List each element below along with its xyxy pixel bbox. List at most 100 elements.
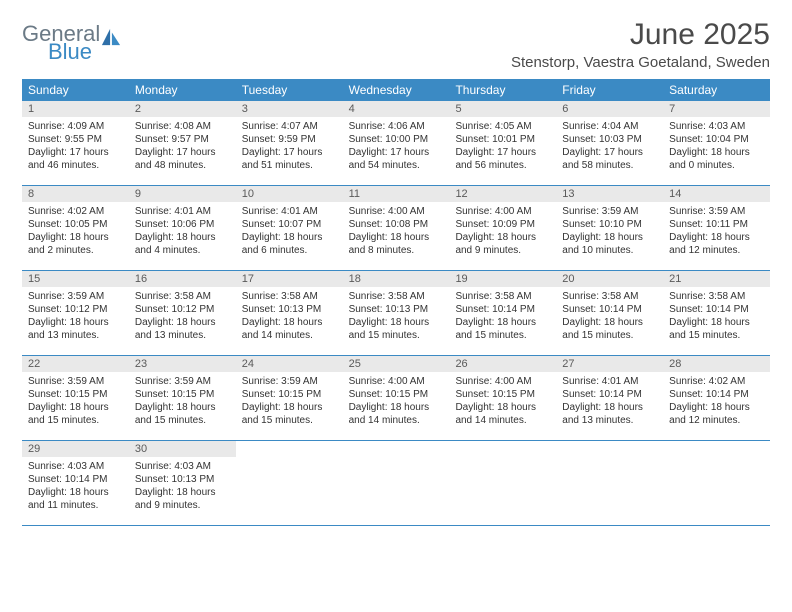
sunrise-text: Sunrise: 4:03 AM <box>28 460 123 473</box>
calendar-cell: 20Sunrise: 3:58 AMSunset: 10:14 PMDaylig… <box>556 271 663 355</box>
daylight-text: Daylight: 18 hours and 12 minutes. <box>669 231 764 257</box>
weekday-header: Thursday <box>449 79 556 101</box>
daylight-text: Daylight: 18 hours and 12 minutes. <box>669 401 764 427</box>
calendar-cell: 17Sunrise: 3:58 AMSunset: 10:13 PMDaylig… <box>236 271 343 355</box>
calendar-cell: 11Sunrise: 4:00 AMSunset: 10:08 PMDaylig… <box>343 186 450 270</box>
day-details: Sunrise: 4:01 AMSunset: 10:06 PMDaylight… <box>129 202 236 263</box>
daylight-text: Daylight: 17 hours and 58 minutes. <box>562 146 657 172</box>
day-details: Sunrise: 4:05 AMSunset: 10:01 PMDaylight… <box>449 117 556 178</box>
sunrise-text: Sunrise: 4:06 AM <box>349 120 444 133</box>
day-details: Sunrise: 4:00 AMSunset: 10:15 PMDaylight… <box>449 372 556 433</box>
day-number: 12 <box>449 186 556 202</box>
day-number: 19 <box>449 271 556 287</box>
calendar-cell: 3Sunrise: 4:07 AMSunset: 9:59 PMDaylight… <box>236 101 343 185</box>
calendar-cell: 13Sunrise: 3:59 AMSunset: 10:10 PMDaylig… <box>556 186 663 270</box>
daylight-text: Daylight: 18 hours and 15 minutes. <box>669 316 764 342</box>
logo-word-blue: Blue <box>48 42 100 62</box>
day-details: Sunrise: 4:08 AMSunset: 9:57 PMDaylight:… <box>129 117 236 178</box>
daylight-text: Daylight: 18 hours and 13 minutes. <box>135 316 230 342</box>
day-details: Sunrise: 3:59 AMSunset: 10:15 PMDaylight… <box>22 372 129 433</box>
sunset-text: Sunset: 10:14 PM <box>669 303 764 316</box>
sunset-text: Sunset: 10:15 PM <box>455 388 550 401</box>
day-number: 1 <box>22 101 129 117</box>
sunrise-text: Sunrise: 4:00 AM <box>349 375 444 388</box>
daylight-text: Daylight: 17 hours and 51 minutes. <box>242 146 337 172</box>
day-details: Sunrise: 4:03 AMSunset: 10:14 PMDaylight… <box>22 457 129 518</box>
sunrise-text: Sunrise: 4:03 AM <box>135 460 230 473</box>
day-details: Sunrise: 4:07 AMSunset: 9:59 PMDaylight:… <box>236 117 343 178</box>
sunset-text: Sunset: 10:01 PM <box>455 133 550 146</box>
calendar-cell: 27Sunrise: 4:01 AMSunset: 10:14 PMDaylig… <box>556 356 663 440</box>
day-details: Sunrise: 3:58 AMSunset: 10:14 PMDaylight… <box>663 287 770 348</box>
sunrise-text: Sunrise: 3:59 AM <box>135 375 230 388</box>
day-number: 30 <box>129 441 236 457</box>
sunset-text: Sunset: 10:14 PM <box>562 388 657 401</box>
calendar-cell <box>236 441 343 525</box>
day-number: 8 <box>22 186 129 202</box>
sunrise-text: Sunrise: 4:08 AM <box>135 120 230 133</box>
weekday-header: Saturday <box>663 79 770 101</box>
sunset-text: Sunset: 9:59 PM <box>242 133 337 146</box>
daylight-text: Daylight: 18 hours and 15 minutes. <box>28 401 123 427</box>
calendar-cell: 28Sunrise: 4:02 AMSunset: 10:14 PMDaylig… <box>663 356 770 440</box>
day-number: 10 <box>236 186 343 202</box>
sunset-text: Sunset: 10:09 PM <box>455 218 550 231</box>
calendar-cell <box>663 441 770 525</box>
weekday-header: Friday <box>556 79 663 101</box>
sunrise-text: Sunrise: 3:59 AM <box>562 205 657 218</box>
sunset-text: Sunset: 10:12 PM <box>135 303 230 316</box>
sunrise-text: Sunrise: 4:00 AM <box>349 205 444 218</box>
day-details: Sunrise: 3:59 AMSunset: 10:10 PMDaylight… <box>556 202 663 263</box>
day-number: 17 <box>236 271 343 287</box>
daylight-text: Daylight: 18 hours and 15 minutes. <box>455 316 550 342</box>
daylight-text: Daylight: 18 hours and 15 minutes. <box>562 316 657 342</box>
weekday-header: Tuesday <box>236 79 343 101</box>
daylight-text: Daylight: 18 hours and 13 minutes. <box>562 401 657 427</box>
daylight-text: Daylight: 18 hours and 14 minutes. <box>455 401 550 427</box>
calendar-cell: 18Sunrise: 3:58 AMSunset: 10:13 PMDaylig… <box>343 271 450 355</box>
calendar-cell: 23Sunrise: 3:59 AMSunset: 10:15 PMDaylig… <box>129 356 236 440</box>
calendar-cell: 1Sunrise: 4:09 AMSunset: 9:55 PMDaylight… <box>22 101 129 185</box>
sunset-text: Sunset: 10:10 PM <box>562 218 657 231</box>
day-number: 20 <box>556 271 663 287</box>
sunrise-text: Sunrise: 4:01 AM <box>242 205 337 218</box>
weekday-header-row: Sunday Monday Tuesday Wednesday Thursday… <box>22 79 770 101</box>
calendar-cell: 25Sunrise: 4:00 AMSunset: 10:15 PMDaylig… <box>343 356 450 440</box>
day-details: Sunrise: 3:58 AMSunset: 10:13 PMDaylight… <box>343 287 450 348</box>
calendar-cell: 15Sunrise: 3:59 AMSunset: 10:12 PMDaylig… <box>22 271 129 355</box>
day-details: Sunrise: 4:00 AMSunset: 10:08 PMDaylight… <box>343 202 450 263</box>
sunrise-text: Sunrise: 3:58 AM <box>669 290 764 303</box>
daylight-text: Daylight: 17 hours and 46 minutes. <box>28 146 123 172</box>
calendar-page: General Blue June 2025 Stenstorp, Vaestr… <box>0 0 792 544</box>
weekday-header: Sunday <box>22 79 129 101</box>
calendar-cell: 14Sunrise: 3:59 AMSunset: 10:11 PMDaylig… <box>663 186 770 270</box>
day-number: 6 <box>556 101 663 117</box>
sunset-text: Sunset: 10:14 PM <box>28 473 123 486</box>
daylight-text: Daylight: 18 hours and 8 minutes. <box>349 231 444 257</box>
daylight-text: Daylight: 18 hours and 13 minutes. <box>28 316 123 342</box>
sunrise-text: Sunrise: 3:58 AM <box>455 290 550 303</box>
daylight-text: Daylight: 17 hours and 54 minutes. <box>349 146 444 172</box>
calendar-cell: 7Sunrise: 4:03 AMSunset: 10:04 PMDayligh… <box>663 101 770 185</box>
calendar-cell: 16Sunrise: 3:58 AMSunset: 10:12 PMDaylig… <box>129 271 236 355</box>
sunrise-text: Sunrise: 3:58 AM <box>349 290 444 303</box>
calendar-cell <box>556 441 663 525</box>
calendar-week: 1Sunrise: 4:09 AMSunset: 9:55 PMDaylight… <box>22 101 770 186</box>
daylight-text: Daylight: 18 hours and 14 minutes. <box>349 401 444 427</box>
day-number: 24 <box>236 356 343 372</box>
sunset-text: Sunset: 10:07 PM <box>242 218 337 231</box>
title-block: June 2025 Stenstorp, Vaestra Goetaland, … <box>511 18 770 71</box>
day-details: Sunrise: 3:58 AMSunset: 10:12 PMDaylight… <box>129 287 236 348</box>
sunset-text: Sunset: 9:57 PM <box>135 133 230 146</box>
day-number: 11 <box>343 186 450 202</box>
day-details: Sunrise: 4:03 AMSunset: 10:13 PMDaylight… <box>129 457 236 518</box>
sunrise-text: Sunrise: 4:04 AM <box>562 120 657 133</box>
sunset-text: Sunset: 10:11 PM <box>669 218 764 231</box>
sunset-text: Sunset: 10:04 PM <box>669 133 764 146</box>
sunset-text: Sunset: 10:06 PM <box>135 218 230 231</box>
sunrise-text: Sunrise: 3:58 AM <box>242 290 337 303</box>
location-subtitle: Stenstorp, Vaestra Goetaland, Sweden <box>511 54 770 71</box>
calendar-week: 22Sunrise: 3:59 AMSunset: 10:15 PMDaylig… <box>22 356 770 441</box>
calendar-cell <box>343 441 450 525</box>
day-details: Sunrise: 3:58 AMSunset: 10:13 PMDaylight… <box>236 287 343 348</box>
